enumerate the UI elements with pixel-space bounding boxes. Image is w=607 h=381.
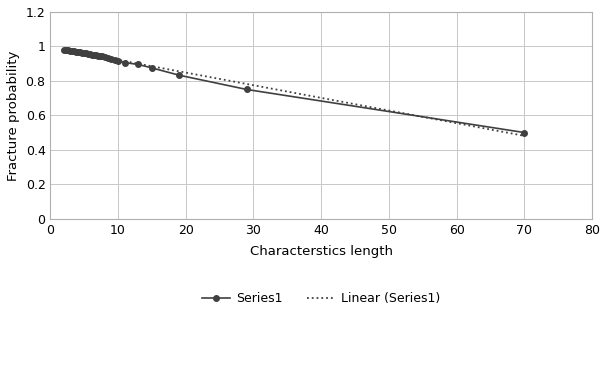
Linear (Series1)	[334, 99, 342, 103]
Series1	[66, 48, 73, 53]
Series1	[135, 62, 142, 67]
Series1	[95, 53, 102, 58]
Legend: Series1, Linear (Series1): Series1, Linear (Series1)	[197, 287, 446, 310]
Series1	[121, 60, 129, 65]
Y-axis label: Fracture probability: Fracture probability	[7, 50, 20, 181]
Series1	[70, 49, 78, 54]
Series1	[89, 52, 96, 57]
Series1	[87, 52, 94, 56]
Series1	[521, 130, 528, 135]
Linear (Series1)	[438, 118, 445, 123]
Series1	[75, 50, 82, 54]
Series1	[78, 51, 86, 55]
Series1	[60, 47, 67, 52]
Series1	[111, 58, 118, 62]
Series1	[115, 59, 122, 63]
Linear (Series1)	[279, 88, 287, 93]
X-axis label: Characterstics length: Characterstics length	[249, 245, 393, 258]
Series1	[81, 51, 88, 55]
Series1	[64, 48, 72, 53]
Linear (Series1)	[60, 48, 67, 52]
Series1	[148, 66, 155, 70]
Line: Linear (Series1): Linear (Series1)	[64, 50, 524, 136]
Series1	[99, 54, 106, 59]
Series1	[72, 50, 80, 54]
Linear (Series1)	[282, 89, 289, 93]
Series1	[175, 73, 183, 77]
Series1	[97, 54, 104, 58]
Series1	[69, 49, 76, 53]
Linear (Series1)	[521, 133, 528, 138]
Series1	[107, 56, 115, 61]
Series1	[90, 53, 98, 57]
Series1	[243, 87, 250, 92]
Series1	[84, 51, 92, 56]
Series1	[83, 51, 90, 56]
Linear (Series1)	[510, 131, 517, 136]
Line: Series1: Series1	[61, 47, 527, 135]
Series1	[76, 50, 84, 55]
Series1	[63, 48, 70, 52]
Linear (Series1)	[310, 94, 317, 99]
Series1	[104, 55, 112, 60]
Series1	[101, 54, 108, 59]
Series1	[93, 53, 100, 58]
